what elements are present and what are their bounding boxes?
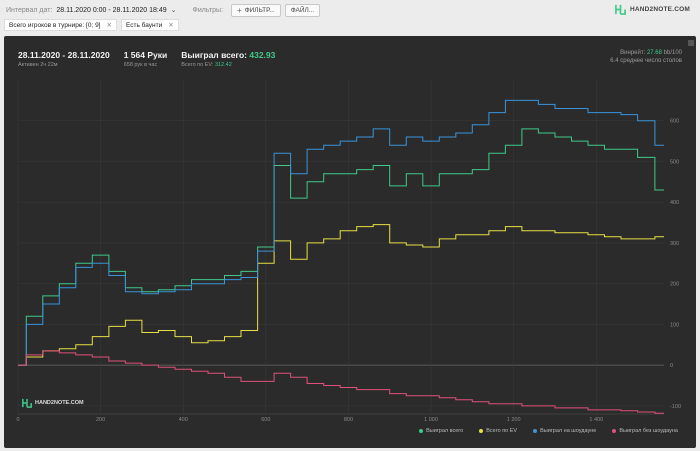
winrate-suffix: bb/100 xyxy=(663,50,682,56)
filter-chip-bounty[interactable]: Есть баунти ✕ xyxy=(120,19,179,31)
series-line-2 xyxy=(18,99,664,366)
file-button[interactable]: ФАЙЛ... xyxy=(284,3,321,17)
y-tick-label: -100 xyxy=(670,404,681,410)
active-filters: Всего игроков в турнире: [0; 9] ✕ Есть б… xyxy=(0,19,179,31)
plus-icon: + xyxy=(237,5,242,15)
date-range: 28.11.2020 - 28.11.2020 xyxy=(18,50,110,60)
ev-total: Всего по EV: 312.42 xyxy=(181,62,275,68)
legend-item-showdown[interactable]: Выиграл на шоудауне xyxy=(533,428,596,434)
brand-logo-text: HAND2NOTE.COM xyxy=(629,6,690,13)
x-tick-label: 800 xyxy=(344,417,353,423)
series-line-1 xyxy=(18,224,664,366)
avg-tables: 6.4 среднее число столов xyxy=(610,58,682,64)
ev-label: Всего по EV: xyxy=(181,62,214,68)
y-tick-label: 500 xyxy=(670,159,679,165)
legend-dot xyxy=(533,429,538,433)
interval-label: Интервал дат: xyxy=(6,6,53,14)
legend-label: Выиграл без шоудауна xyxy=(619,428,678,434)
profit-chart: 600 500 400 300 200 100 0 -100 0 200 400 600 800 1 00… xyxy=(16,80,681,423)
filter-button-label: ФИЛЬТР... xyxy=(244,6,275,14)
ev-value: 312.42 xyxy=(214,62,232,68)
x-tick-label: 1 200 xyxy=(507,417,521,423)
filter-chip-label: Есть баунти xyxy=(125,21,163,29)
winrate-stats: Винрейт: 27.68 bb/100 6.4 среднее число … xyxy=(610,50,682,66)
y-tick-label: 600 xyxy=(670,119,679,125)
date-stat: 28.11.2020 - 28.11.2020 Активен 2ч 22м xyxy=(18,50,110,68)
hands-stat: 1 564 Руки 658 рук в час xyxy=(124,50,168,68)
graph-panel: 28.11.2020 - 28.11.2020 Активен 2ч 22м 1… xyxy=(4,36,696,448)
x-tick-label: 1 400 xyxy=(589,417,603,423)
winrate-label: Винрейт: xyxy=(620,50,646,56)
legend-dot xyxy=(612,429,617,433)
x-tick-label: 1 000 xyxy=(424,417,438,423)
y-tick-label: 200 xyxy=(670,282,679,288)
filter-chip-players[interactable]: Всего игроков в турнире: [0; 9] ✕ xyxy=(4,19,117,31)
y-tick-label: 400 xyxy=(670,200,679,206)
legend-item-ev[interactable]: Всего по EV xyxy=(479,428,517,434)
legend-label: Всего по EV xyxy=(486,428,518,434)
y-tick-label: 0 xyxy=(670,363,673,369)
won-total-value: 432.93 xyxy=(249,50,276,60)
legend-label: Выиграл всего xyxy=(426,428,464,434)
interval-value[interactable]: 28.11.2020 0:00 - 28.11.2020 18:49 xyxy=(56,6,167,14)
toolbar: Интервал дат: 28.11.2020 0:00 - 28.11.20… xyxy=(0,0,700,20)
hands-rate: 658 рук в час xyxy=(123,62,158,68)
legend-label: Выиграл на шоудауне xyxy=(540,428,597,434)
resize-corner-icon[interactable] xyxy=(688,40,694,46)
filter-chip-label: Всего игроков в турнире: [0; 9] xyxy=(9,21,101,29)
y-tick-label: 300 xyxy=(670,241,679,247)
winrate: Винрейт: 27.68 bb/100 xyxy=(610,50,682,56)
legend-item-total[interactable]: Выиграл всего xyxy=(419,428,463,434)
brand-logo: HAND2NOTE.COM xyxy=(615,4,690,15)
filter-button[interactable]: + ФИЛЬТР... xyxy=(231,3,281,17)
chart-watermark: HAND2NOTE.COM xyxy=(22,398,84,408)
summary-stats: 28.11.2020 - 28.11.2020 Активен 2ч 22м 1… xyxy=(18,50,289,68)
x-tick-label: 200 xyxy=(96,417,105,423)
hand2note-logo-icon xyxy=(22,398,32,408)
legend-item-nonshowdown[interactable]: Выиграл без шоудауна xyxy=(612,428,678,434)
legend-dot xyxy=(479,429,484,433)
hands-count: 1 564 Руки xyxy=(123,50,168,60)
won-total: Выиграл всего: 432.93 xyxy=(181,50,275,60)
x-tick-label: 400 xyxy=(179,417,188,423)
winrate-value: 27.68 xyxy=(646,50,662,56)
won-total-label: Выиграл всего: xyxy=(181,50,247,60)
x-tick-label: 0 xyxy=(16,417,19,423)
series-line-0 xyxy=(18,128,664,366)
chevron-down-icon[interactable]: ⌄ xyxy=(170,7,177,14)
hand2note-logo-icon xyxy=(615,4,626,15)
close-icon[interactable]: ✕ xyxy=(106,22,112,29)
won-stat: Выиграл всего: 432.93 Всего по EV: 312.4… xyxy=(181,50,275,68)
y-tick-label: 100 xyxy=(670,322,679,328)
filters-label: Фильтры: xyxy=(192,6,224,14)
x-tick-label: 600 xyxy=(261,417,270,423)
active-duration: Активен 2ч 22м xyxy=(18,62,58,68)
watermark-text: HAND2NOTE.COM xyxy=(35,400,84,406)
close-icon[interactable]: ✕ xyxy=(168,22,174,29)
legend-dot xyxy=(419,429,424,433)
series-line-3 xyxy=(18,350,664,414)
file-button-label: ФАЙЛ... xyxy=(290,6,315,14)
chart-legend: Выиграл всего Всего по EV Выиграл на шоу… xyxy=(403,428,678,434)
